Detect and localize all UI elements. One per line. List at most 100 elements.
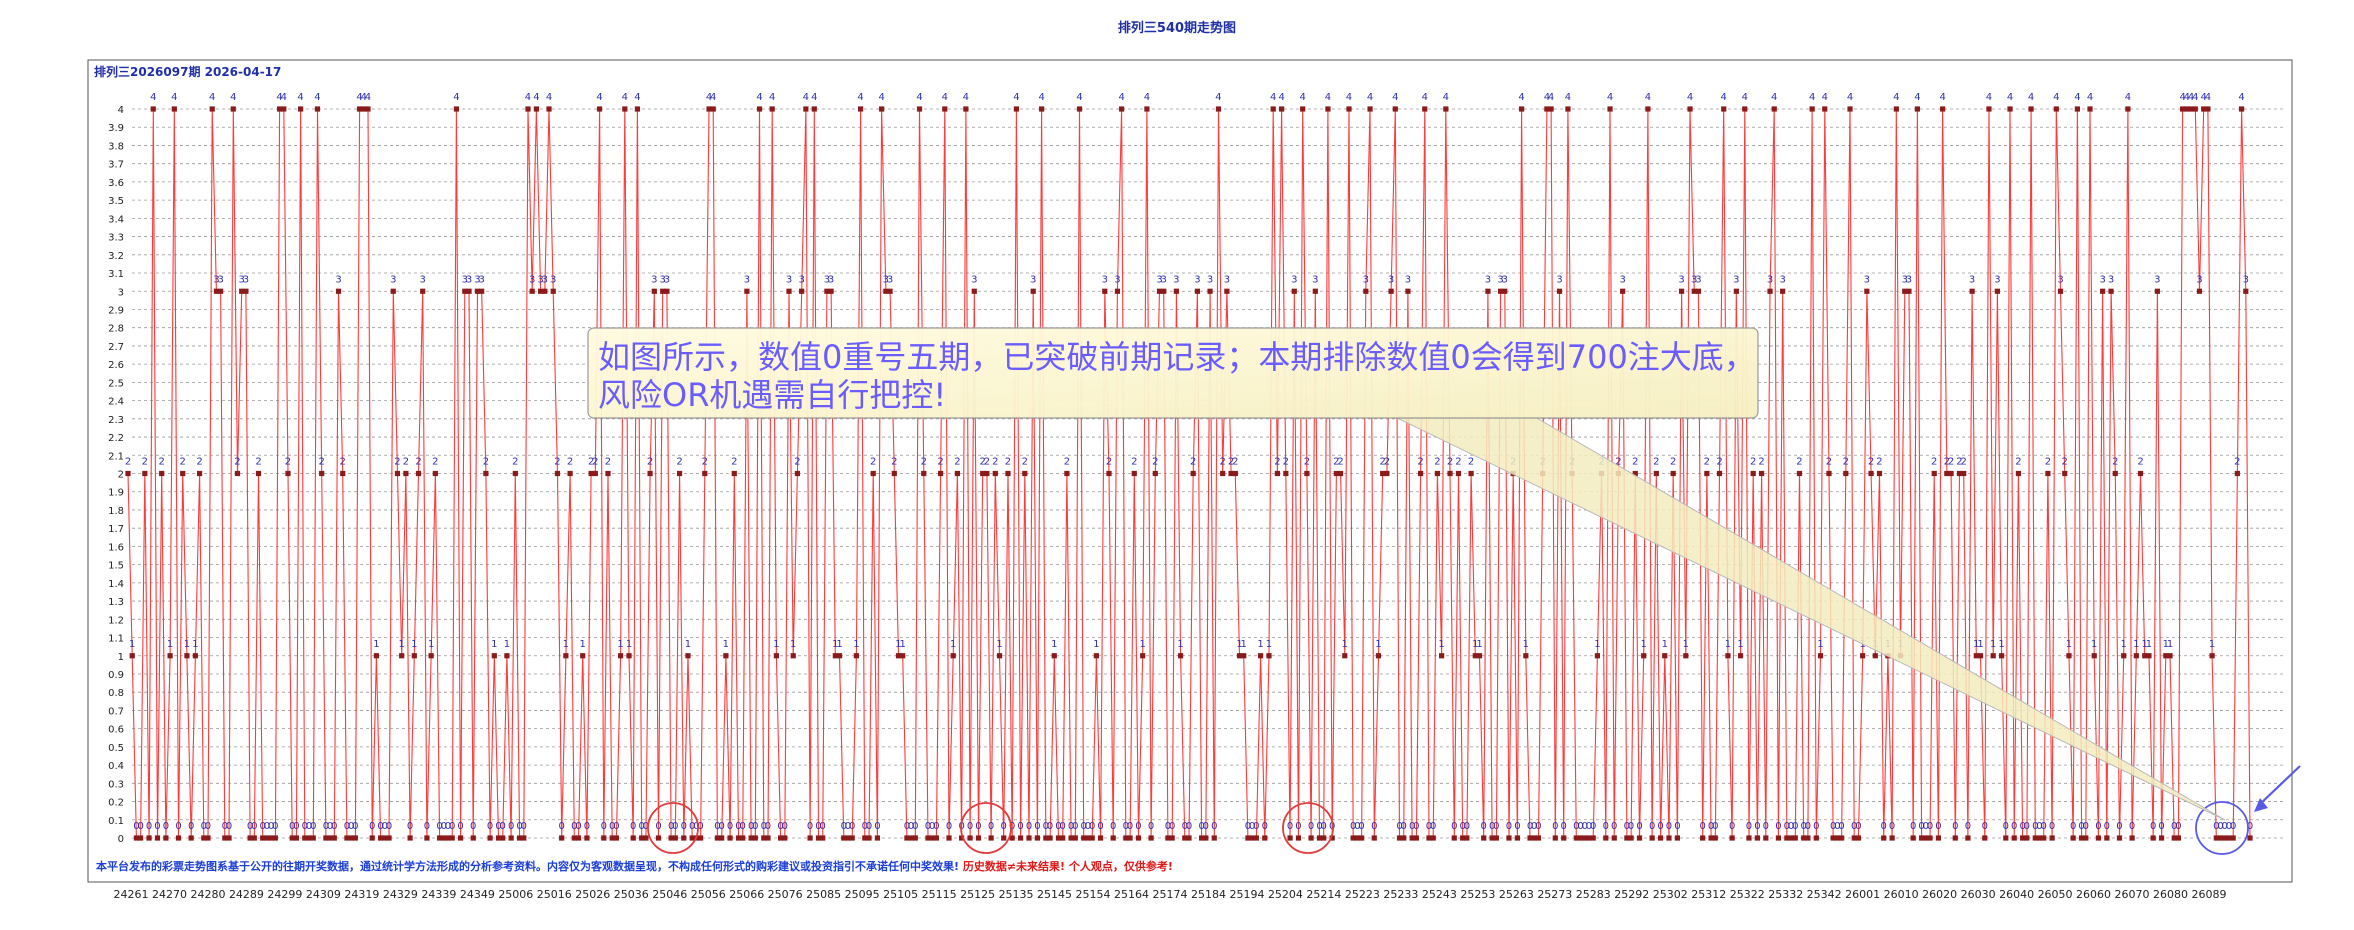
x-tick-label: 25056 [691,888,726,901]
data-point [988,835,994,841]
data-label: 4 [2205,92,2211,103]
data-point [1982,835,1988,841]
data-point [1611,835,1617,841]
data-point [1203,835,1209,841]
data-label: 0 [1127,821,1133,832]
data-point [891,470,897,477]
data-label: 0 [1493,821,1499,832]
data-point [1624,835,1630,841]
data-label: 1 [1662,639,1668,650]
data-label: 4 [1443,92,1449,103]
data-label: 0 [630,821,636,832]
data-label: 4 [963,92,969,103]
data-label: 3 [1678,274,1684,285]
data-point [1914,106,1920,112]
data-label: 1 [832,639,838,650]
data-point [462,288,468,294]
data-point [1270,106,1276,112]
x-tick-label: 25332 [1768,888,1803,901]
data-point [521,835,527,841]
data-label: 0 [1851,821,1857,832]
data-label: 0 [1611,821,1617,832]
data-point [2116,835,2123,841]
data-label: 0 [672,821,678,832]
data-point [2045,470,2051,477]
data-point [592,470,598,477]
data-label: 4 [365,92,371,103]
data-point [719,835,725,841]
data-point [1194,288,1201,294]
data-label: 0 [260,821,266,832]
data-label: 1 [2209,639,2215,650]
data-label: 2 [158,457,164,468]
data-label: 4 [533,92,539,103]
data-point [571,835,577,841]
data-label: 3 [1388,274,1394,285]
data-point [188,835,194,841]
data-label: 3 [1156,274,1162,285]
data-point [1855,835,1862,841]
data-point [453,106,460,112]
y-tick-label: 0.1 [108,816,124,827]
data-point [1548,106,1554,112]
data-label: 0 [1729,821,1735,832]
y-tick-label: 3.5 [108,196,124,207]
data-label: 2 [1434,457,1440,468]
data-label: 4 [1687,92,1693,103]
data-label: 1 [790,639,796,650]
data-point [1607,106,1613,112]
data-label: 4 [1038,92,1044,103]
data-label: 0 [1396,821,1402,832]
data-label: 3 [1497,274,1503,285]
data-label: 3 [1030,274,1036,285]
data-point [1072,835,1078,841]
y-tick-label: 2.8 [108,324,124,335]
data-point [992,470,998,477]
data-label: 1 [1737,639,1743,650]
y-tick-label: 0.5 [108,743,124,754]
data-label: 0 [293,821,299,832]
data-point [331,835,337,841]
data-label: 4 [281,92,287,103]
data-label: 0 [1430,821,1436,832]
data-point [2209,653,2215,659]
data-point [596,106,603,112]
data-label: 1 [398,639,404,650]
data-point [563,653,569,659]
data-point [942,106,948,112]
data-point [929,835,935,841]
data-label: 0 [1805,821,1811,832]
data-label: 0 [205,821,211,832]
data-label: 4 [1518,92,1524,103]
data-point [487,835,493,841]
data-point [298,106,304,112]
data-point [1788,835,1794,841]
data-label: 4 [1118,92,1124,103]
data-point [1228,470,1234,477]
data-point [1716,470,1723,477]
data-point [2095,835,2102,841]
data-point [1620,288,1626,294]
data-label: 4 [1771,92,1777,103]
data-label: 0 [508,821,514,832]
data-point [1186,835,1192,841]
data-point [1666,835,1672,841]
data-label: 0 [727,821,733,832]
data-point [159,470,165,477]
data-point [1969,288,1975,294]
data-label: 1 [1342,639,1348,650]
data-point [196,470,203,477]
data-point [1754,835,1760,841]
data-point [428,653,434,659]
data-label: 0 [1060,821,1066,832]
data-label: 2 [1843,457,1849,468]
data-label: 3 [664,274,670,285]
data-label: 0 [310,821,316,832]
data-label: 1 [1472,639,1478,650]
y-tick-label: 3.7 [108,160,124,171]
data-point [1106,470,1112,477]
data-label: 0 [2036,821,2042,832]
data-point [845,835,851,841]
data-point [1649,835,1655,841]
